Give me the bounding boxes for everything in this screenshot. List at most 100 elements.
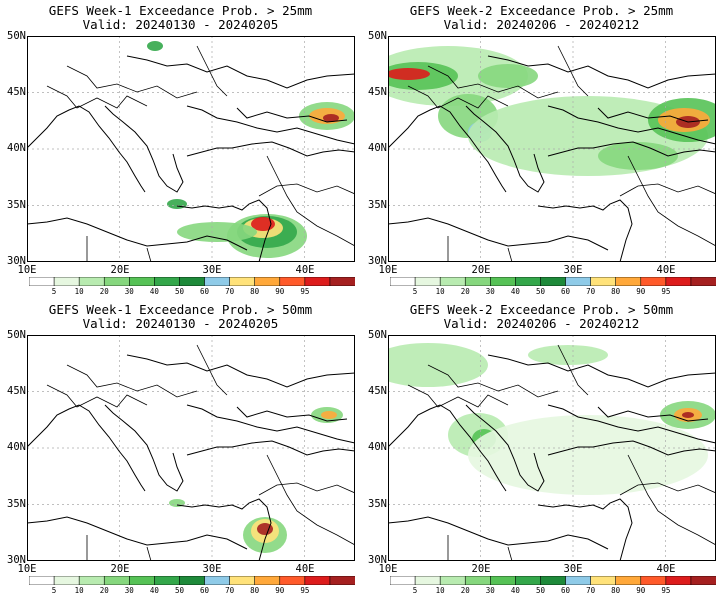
colorbar-swatch (515, 576, 542, 585)
lat-label: 35N (368, 199, 387, 211)
country-border (66, 364, 198, 398)
colorbar-swatch (690, 277, 716, 286)
probability-shading (257, 523, 273, 535)
lat-label: 45N (7, 86, 26, 98)
coastline (186, 404, 355, 444)
colorbar-swatch (279, 576, 306, 585)
lat-label: 35N (7, 199, 26, 211)
lon-label: 30E (563, 264, 583, 276)
lat-label: 40N (7, 441, 26, 453)
colorbar-swatch (329, 576, 355, 585)
panel-valid-dates: Valid: 20240130 - 20240205 (82, 316, 279, 331)
probability-map (388, 335, 716, 561)
country-border (258, 482, 355, 496)
country-border (46, 384, 148, 408)
probability-shading (598, 142, 678, 170)
coastline (126, 354, 355, 388)
colorbar-swatch (103, 277, 130, 286)
lat-label: 40N (368, 441, 387, 453)
coastline (537, 199, 633, 262)
lat-label: 45N (7, 385, 26, 397)
colorbar-label: 40 (510, 586, 520, 595)
coastline (597, 406, 709, 422)
lat-label: 35N (7, 498, 26, 510)
colorbar-swatch (640, 576, 667, 585)
lat-label: 45N (368, 86, 387, 98)
coastline (388, 217, 609, 251)
colorbar-swatch (204, 277, 231, 286)
lat-label: 30N (368, 554, 387, 566)
colorbar-label: 30 (485, 586, 495, 595)
probability-shading (528, 345, 608, 365)
probability-shading (177, 222, 257, 242)
colorbar-swatch (540, 576, 567, 585)
colorbar-swatch (304, 576, 331, 585)
lat-label: 30N (7, 255, 26, 267)
country-border (507, 247, 513, 262)
colorbar-swatch (29, 277, 55, 286)
country-border (196, 45, 228, 97)
map-panel-week1-25mm: GEFS Week-1 Exceedance Prob. > 25mm Vali… (0, 0, 361, 299)
colorbar-label: 20 (460, 287, 470, 296)
country-border (557, 344, 589, 396)
country-border (146, 247, 152, 262)
coastline (465, 404, 545, 492)
colorbar-swatch (414, 576, 441, 585)
colorbar-label: 30 (485, 287, 495, 296)
colorbar-swatch (464, 277, 491, 286)
panel-title: GEFS Week-1 Exceedance Prob. > 25mm (48, 3, 313, 18)
colorbar-label: 95 (661, 287, 671, 296)
coastline (597, 107, 709, 123)
colorbar-label: 10 (74, 287, 84, 296)
colorbar-label: 70 (586, 586, 596, 595)
lon-label: 30E (202, 264, 222, 276)
probability-map (388, 36, 716, 262)
map-frame (388, 36, 716, 262)
panel-valid-dates: Valid: 20240130 - 20240205 (82, 17, 279, 32)
coastline (186, 105, 355, 145)
coastline (547, 440, 716, 456)
colorbar-label: 90 (636, 287, 646, 296)
colorbar-label: 95 (661, 586, 671, 595)
coastline (186, 440, 355, 456)
colorbar-swatch (490, 277, 516, 286)
coastline (27, 516, 248, 550)
colorbar-swatch (179, 576, 206, 585)
colorbar-label: 70 (225, 287, 235, 296)
colorbar-swatch (590, 277, 617, 286)
colorbar-swatch (665, 576, 692, 585)
lon-label: 10E (17, 264, 37, 276)
probability-shading (388, 343, 488, 387)
colorbar-label: 5 (412, 287, 418, 296)
lon-label: 20E (471, 264, 491, 276)
probability-shading (468, 415, 708, 495)
lon-label: 10E (378, 563, 398, 575)
colorbar-swatch (390, 576, 416, 585)
colorbar-label: 90 (636, 586, 646, 595)
colorbar-label: 60 (200, 586, 210, 595)
colorbar-swatch (204, 576, 231, 585)
colorbar-label: 60 (561, 287, 571, 296)
coastline (176, 199, 272, 262)
lon-label: 40E (295, 264, 315, 276)
lat-label: 40N (368, 142, 387, 154)
coastline (27, 217, 248, 251)
colorbar-label: 80 (611, 586, 621, 595)
colorbar-swatch (490, 576, 516, 585)
probability-shading (169, 499, 185, 507)
colorbar-swatch (329, 277, 355, 286)
colorbar-swatch (53, 277, 80, 286)
map-frame (27, 36, 355, 262)
colorbar-label: 70 (586, 287, 596, 296)
probability-shading (147, 41, 163, 51)
lon-label: 10E (378, 264, 398, 276)
colorbar-swatch (665, 277, 692, 286)
colorbar-swatch (640, 277, 667, 286)
colorbar-swatch (229, 277, 256, 286)
coastline (27, 404, 146, 492)
coastline (388, 516, 609, 550)
country-border (427, 65, 559, 99)
colorbar-label: 70 (225, 586, 235, 595)
country-border (407, 85, 509, 109)
colorbar-label: 20 (460, 586, 470, 595)
